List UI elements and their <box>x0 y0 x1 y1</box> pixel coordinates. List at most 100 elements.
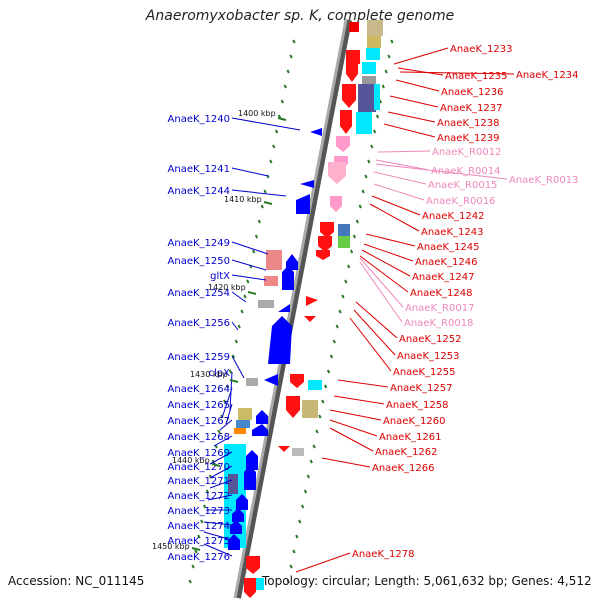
scale-tick-mark <box>211 463 221 467</box>
right-leader-line <box>393 47 449 65</box>
right-gene-label: AnaeK_1248 <box>410 288 472 299</box>
scale-dash <box>390 39 394 44</box>
label-leader-lines <box>203 47 515 573</box>
right-leader-line <box>355 301 398 339</box>
left-gene-label: clpX <box>209 368 231 379</box>
right-leader-line <box>295 552 351 573</box>
scale-dash <box>272 144 276 149</box>
scale-ticks: 1400 kbp 1410 kbp 1420 kbp 1430 kbp 1440 kbp… <box>152 109 287 551</box>
right-leader-line <box>359 257 404 308</box>
feature-arrow <box>256 410 268 424</box>
scale-dash <box>344 279 348 284</box>
right-gene-label: AnaeK_1235 <box>445 71 507 82</box>
right-gene-label: AnaeK_1258 <box>386 400 448 411</box>
right-gene-label: AnaeK_1243 <box>421 227 483 238</box>
feature-arrow <box>330 196 342 212</box>
feature-block <box>356 112 372 134</box>
scale-dash <box>332 339 336 344</box>
scale-dash <box>370 144 374 149</box>
left-gene-label: AnaeK_1276 <box>168 552 230 563</box>
scale-dash <box>352 234 357 239</box>
left-gene-label: AnaeK_1265 <box>168 400 230 411</box>
left-labels: AnaeK_1240 AnaeK_1241 AnaeK_1244 AnaeK_1249… <box>168 114 231 563</box>
scale-dash <box>312 444 316 449</box>
summary-text: Topology: circular; Length: 5,061,632 bp… <box>262 574 592 588</box>
accession-text: Accession: NC_011145 <box>8 574 145 588</box>
scale-tick-mark <box>229 379 239 383</box>
feature-arrow <box>316 250 330 260</box>
right-gene-label: AnaeK_1260 <box>383 416 445 427</box>
scale-dash <box>228 369 233 374</box>
right-leader-line <box>349 317 392 372</box>
right-gene-label: AnaeK_1261 <box>379 432 441 443</box>
feature-arrow <box>232 508 244 522</box>
scale-dash <box>226 384 230 389</box>
right-gene-label: AnaeK_R0016 <box>426 196 495 207</box>
scale-tick-label: 1450 kbp <box>152 542 190 551</box>
right-leader-line <box>375 163 508 180</box>
left-gene-label: AnaeK_1269 <box>168 448 230 459</box>
right-gene-label: AnaeK_R0017 <box>405 303 474 314</box>
scale-dash <box>324 384 328 389</box>
right-gene-label: AnaeK_1237 <box>440 103 502 114</box>
scale-tick-label: 1410 kbp <box>224 195 262 204</box>
scale-dash <box>274 129 279 134</box>
scale-dash <box>300 504 305 509</box>
reverse-strand-features <box>224 128 322 550</box>
scale-dash <box>289 564 293 569</box>
left-leader-line <box>203 521 233 526</box>
right-gene-label: AnaeK_1239 <box>437 133 499 144</box>
feature-block <box>367 20 383 36</box>
scale-dash <box>315 429 319 434</box>
scale-dash <box>303 489 308 494</box>
right-gene-label: AnaeK_1236 <box>441 87 503 98</box>
right-leader-line <box>373 171 427 185</box>
feature-arrow <box>346 64 358 82</box>
feature-arrow <box>246 556 260 574</box>
scale-dash <box>188 579 192 584</box>
scale-tick-mark <box>247 291 257 295</box>
scale-dash <box>349 249 354 254</box>
feature-block <box>308 380 322 390</box>
right-gene-label: AnaeK_1238 <box>437 118 499 129</box>
right-gene-label: AnaeK_1234 <box>516 70 578 81</box>
right-gene-label: AnaeK_1247 <box>412 272 474 283</box>
right-leader-line <box>329 409 382 421</box>
right-gene-label: AnaeK_R0018 <box>404 318 473 329</box>
feature-arrow <box>286 254 298 270</box>
scale-dash <box>243 294 247 299</box>
scale-dash <box>251 249 256 254</box>
feature-block <box>292 448 304 456</box>
scale-dash <box>292 549 296 554</box>
right-leader-line <box>337 379 389 388</box>
scale-tick-label: 1430 kbp <box>190 370 228 379</box>
scale-dash <box>295 534 299 539</box>
right-leader-line <box>377 150 431 153</box>
left-gene-label: AnaeK_1241 <box>168 164 230 175</box>
scale-dash <box>347 264 351 269</box>
right-leader-line <box>399 71 515 75</box>
left-leader-line <box>219 419 233 431</box>
right-gene-label: AnaeK_1246 <box>415 257 477 268</box>
scale-dash <box>338 309 342 314</box>
right-gene-label: AnaeK_R0014 <box>431 166 500 177</box>
scale-tick-mark <box>277 117 287 121</box>
right-leader-line <box>397 67 444 76</box>
left-leader-line <box>231 321 239 331</box>
feature-block <box>264 276 278 286</box>
scale-dash <box>237 324 241 329</box>
feature-arrow <box>306 296 318 306</box>
feature-arrow <box>244 578 256 598</box>
scale-dash <box>286 69 290 74</box>
feature-arrow <box>320 222 334 238</box>
feature-block <box>302 400 318 418</box>
left-gene-label: AnaeK_1240 <box>168 114 230 125</box>
feature-arrow <box>282 266 294 290</box>
scale-tick-label: 1440 kbp <box>172 456 210 465</box>
right-gene-label: AnaeK_R0015 <box>428 180 497 191</box>
feature-arrow <box>246 450 258 470</box>
left-leader-line <box>209 479 233 489</box>
scale-dash <box>355 219 359 224</box>
right-leader-line <box>329 427 374 452</box>
scale-dash <box>372 129 377 134</box>
